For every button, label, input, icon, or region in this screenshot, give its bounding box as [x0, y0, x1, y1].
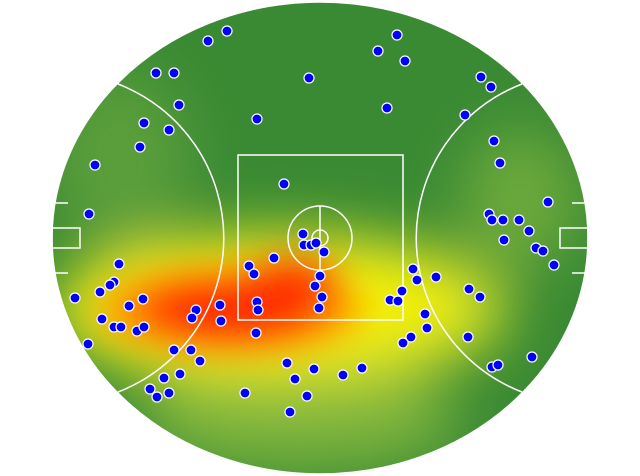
point: [278, 178, 290, 190]
point: [419, 308, 431, 320]
point: [194, 355, 206, 367]
point: [104, 279, 116, 291]
point: [150, 67, 162, 79]
point: [486, 214, 498, 226]
point: [513, 214, 525, 226]
point: [96, 313, 108, 325]
point: [523, 225, 535, 237]
point: [268, 252, 280, 264]
point: [115, 321, 127, 333]
point: [174, 368, 186, 380]
point: [462, 331, 474, 343]
point: [281, 357, 293, 369]
point: [94, 286, 106, 298]
point: [239, 387, 251, 399]
point: [356, 362, 368, 374]
point: [526, 351, 538, 363]
point: [163, 387, 175, 399]
point: [337, 369, 349, 381]
point: [69, 292, 81, 304]
point: [405, 331, 417, 343]
point: [475, 71, 487, 83]
point: [185, 344, 197, 356]
point: [301, 390, 313, 402]
point: [251, 113, 263, 125]
point: [168, 344, 180, 356]
point: [459, 109, 471, 121]
point: [318, 246, 330, 258]
point: [372, 45, 384, 57]
point: [113, 258, 125, 270]
point: [202, 35, 214, 47]
point: [485, 81, 497, 93]
point: [474, 291, 486, 303]
point: [82, 338, 94, 350]
point: [215, 315, 227, 327]
point: [248, 268, 260, 280]
point: [430, 271, 442, 283]
point: [381, 102, 393, 114]
point: [303, 72, 315, 84]
point: [137, 293, 149, 305]
point: [221, 25, 233, 37]
point: [138, 117, 150, 129]
point: [314, 270, 326, 282]
point: [138, 321, 150, 333]
point: [309, 280, 321, 292]
point: [397, 337, 409, 349]
point: [173, 99, 185, 111]
point: [488, 135, 500, 147]
point: [89, 159, 101, 171]
point: [498, 234, 510, 246]
field-lines: [51, 1, 589, 475]
point: [250, 327, 262, 339]
point: [421, 322, 433, 334]
point: [313, 302, 325, 314]
point: [411, 274, 423, 286]
point: [463, 283, 475, 295]
point: [214, 299, 226, 311]
point: [310, 237, 322, 249]
point: [289, 373, 301, 385]
point: [158, 372, 170, 384]
point: [308, 363, 320, 375]
point: [186, 312, 198, 324]
point: [407, 263, 419, 275]
point: [144, 383, 156, 395]
point: [392, 295, 404, 307]
point: [494, 157, 506, 169]
point: [243, 260, 255, 272]
point: [396, 285, 408, 297]
point: [492, 359, 504, 371]
point: [391, 29, 403, 41]
point: [542, 196, 554, 208]
point: [399, 55, 411, 67]
point: [168, 67, 180, 79]
point: [537, 245, 549, 257]
point: [151, 391, 163, 403]
point: [163, 124, 175, 136]
point: [284, 406, 296, 418]
point: [123, 300, 135, 312]
point: [83, 208, 95, 220]
point: [252, 304, 264, 316]
point: [316, 291, 328, 303]
point: [134, 141, 146, 153]
point: [297, 228, 309, 240]
point: [548, 259, 560, 271]
heatmap: [52, 2, 588, 474]
point: [497, 214, 509, 226]
